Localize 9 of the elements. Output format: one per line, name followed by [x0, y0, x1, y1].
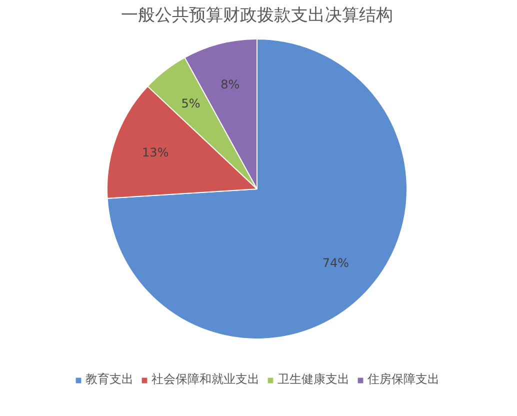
data-label: 8%	[220, 77, 240, 92]
legend-label: 教育支出	[86, 371, 134, 388]
legend-label: 卫生健康支出	[278, 371, 350, 388]
legend-label: 住房保障支出	[368, 371, 440, 388]
legend-label: 社会保障和就业支出	[152, 371, 260, 388]
data-label: 5%	[181, 96, 200, 111]
data-label: 13%	[142, 145, 169, 160]
data-label: 74%	[322, 256, 350, 270]
chart-title: 一般公共预算财政拨款支出决算结构	[121, 6, 393, 26]
